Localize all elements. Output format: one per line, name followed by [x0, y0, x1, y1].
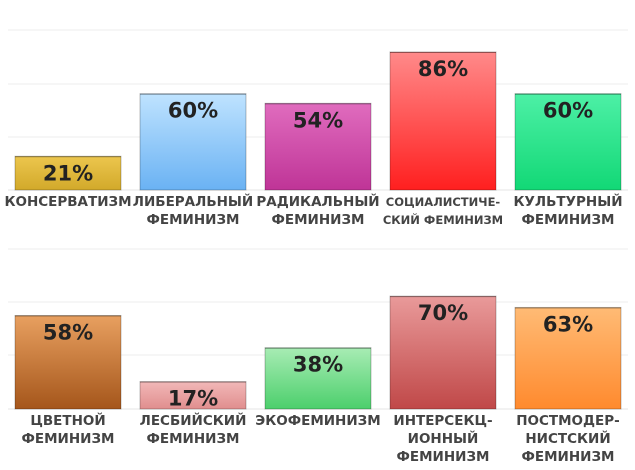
bar-value-label: 63% — [543, 312, 593, 336]
bar — [14, 315, 122, 410]
bar-value-label: 86% — [418, 57, 468, 81]
bar-value-label: 60% — [543, 99, 593, 123]
category-label: ИНТЕРСЕКЦ- — [393, 413, 492, 429]
chart-panel-bottom: 58% ЦВЕТНОЙ ФЕМИНИЗМ 17%ЛЕСБИЙСКИЙ ФЕМИНИЗМ 3… — [8, 248, 628, 465]
category-label: ПОСТМОДЕР- — [516, 413, 620, 429]
bar — [389, 295, 497, 410]
category-label: ИОННЫЙ — [408, 430, 479, 447]
bar-value-label: 60% — [168, 99, 218, 123]
category-label: ЭКОФЕМИНИЗМ — [255, 413, 380, 429]
bar — [139, 93, 247, 191]
category-label: ФЕМИНИЗМ — [522, 212, 615, 228]
category-label: ЛЕСБИЙСКИЙ — [140, 412, 247, 429]
bar-value-label: 70% — [418, 301, 468, 325]
bar — [264, 347, 372, 410]
bar-value-label: 17% — [168, 387, 218, 411]
bar — [389, 51, 497, 191]
bar — [14, 155, 122, 191]
bar-value-label: 54% — [293, 108, 343, 132]
category-label: КОНСЕРВАТИЗМ — [4, 194, 131, 210]
category-label: ФЕМИНИЗМ — [147, 431, 240, 447]
category-label: ЦВЕТНОЙ — [30, 412, 105, 429]
category-label: ЛИБЕРАЛЬНЫЙ — [133, 193, 253, 210]
category-label: ФЕМИНИЗМ — [272, 212, 365, 228]
category-label: ФЕМИНИЗМ — [22, 431, 115, 447]
category-label: ФЕМИНИЗМ — [147, 212, 240, 228]
category-label: НИСТСКИЙ — [525, 430, 610, 447]
bar-value-label: 38% — [293, 353, 343, 377]
bar — [514, 93, 622, 191]
bar — [264, 102, 372, 191]
bar-value-label: 58% — [43, 321, 93, 345]
bar — [514, 306, 622, 410]
bar-value-label: 21% — [43, 161, 93, 185]
category-label: ФЕМИНИЗМ — [522, 449, 615, 465]
chart-panel-top: 21% КОНСЕРВАТИЗМ 60% ЛИБЕРАЛЬНЫЙ ФЕМИНИЗМ 54%… — [4, 29, 628, 228]
category-label: КУЛЬТУРНЫЙ — [513, 193, 622, 210]
category-label: ФЕМИНИЗМ — [397, 449, 490, 465]
bar — [139, 381, 247, 410]
category-label: СОЦИАЛИСТИЧЕ- — [386, 195, 501, 209]
category-label: РАДИКАЛЬНЫЙ — [256, 193, 379, 210]
category-label: СКИЙ ФЕМИНИЗМ — [383, 212, 503, 227]
